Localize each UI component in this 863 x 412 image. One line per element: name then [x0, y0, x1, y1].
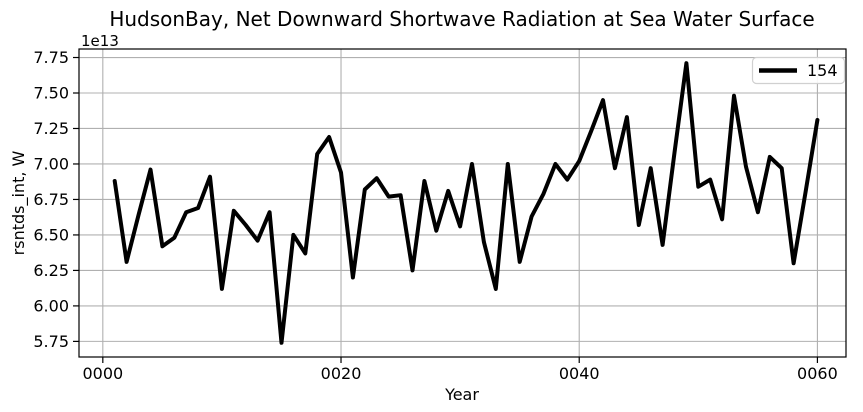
- y-axis-ticks: 5.75 6.00 6.25 6.50 6.75 7.00 7.25 7.50 7.75: [33, 48, 79, 351]
- y-tick-label: 6.75: [33, 190, 69, 209]
- y-tick-label: 7.25: [33, 119, 69, 138]
- data-series: [112, 61, 820, 345]
- plot-border: [78, 48, 847, 358]
- y-tick-label: 7.75: [33, 48, 69, 67]
- x-tick-label: 0000: [82, 364, 123, 383]
- y-tick-label: 6.00: [33, 296, 69, 315]
- y-tick-label: 6.50: [33, 225, 69, 244]
- y-tick-label: 7.00: [33, 154, 69, 173]
- grid-lines: [79, 49, 846, 357]
- x-tick-label: 0040: [559, 364, 600, 383]
- x-axis-ticks: 0000 0020 0040 0060: [82, 357, 838, 383]
- x-axis-label: Year: [444, 385, 479, 404]
- legend-box: [751, 56, 846, 85]
- legend: 154: [751, 56, 846, 85]
- x-tick-label: 0060: [797, 364, 838, 383]
- chart-title: HudsonBay, Net Downward Shortwave Radiat…: [109, 7, 814, 31]
- y-tick-label: 7.50: [33, 84, 69, 103]
- y-tick-label: 6.25: [33, 261, 69, 280]
- legend-label: 154: [807, 61, 838, 80]
- y-axis-label: rsntds_int, W: [9, 150, 29, 255]
- y-tick-label: 5.75: [33, 332, 69, 351]
- x-tick-label: 0020: [321, 364, 362, 383]
- y-axis-offset-label: 1e13: [81, 32, 119, 50]
- series-line: [112, 61, 820, 345]
